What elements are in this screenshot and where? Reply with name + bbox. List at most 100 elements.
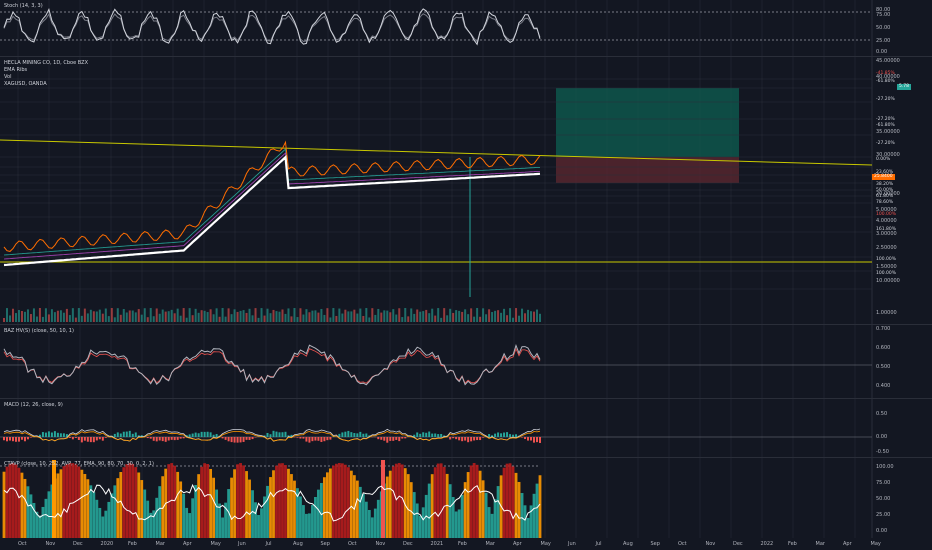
ctavp-bar	[23, 478, 27, 538]
ctavp-axis[interactable]: 100.00 75.00 50.00 25.00 0.00	[872, 458, 932, 538]
macd-histogram-bar	[536, 437, 539, 443]
volume-bar	[521, 308, 524, 322]
macd-histogram-bar	[383, 437, 386, 441]
pane-separator[interactable]	[0, 324, 932, 325]
ctavp-bar	[224, 502, 227, 538]
volume-bar	[497, 310, 500, 322]
macd-histogram-bar	[461, 437, 464, 442]
ctavp-bar	[442, 466, 446, 538]
ctavp-pane[interactable]: CTAVP (close, 10, 252, AVP, 77, EMA, 90,…	[0, 458, 932, 538]
volume-bar	[431, 308, 434, 322]
macd-histogram-bar	[161, 437, 164, 442]
stoch-pane[interactable]: Stoch (14, 3, 3) 80.00 75.00 50.00 25.00…	[0, 0, 932, 56]
time-axis-label: Apr	[183, 541, 192, 547]
volume-bar	[356, 313, 359, 322]
macd-pane[interactable]: MACD (12, 26, close, 9) 0.50 0.00 -0.50	[0, 399, 932, 457]
macd-histogram-bar	[464, 437, 467, 441]
stoch-legend[interactable]: Stoch (14, 3, 3)	[4, 3, 43, 10]
macd-axis-label: -0.50	[876, 449, 889, 455]
price-axis[interactable]: 45.00000 40.00000 35.00000 30.00000 20.0…	[872, 57, 932, 324]
macd-histogram-bar	[50, 432, 53, 437]
macd-histogram-bar	[500, 433, 503, 437]
macd-histogram-bar	[68, 437, 71, 438]
bbw-pane[interactable]: BAZ HV(S) (close, 50, 10, 1) 0.700 0.600…	[0, 325, 932, 398]
ctavp-bar	[77, 466, 81, 538]
macd-histogram-bar	[404, 437, 407, 439]
macd-legend[interactable]: MACD (12, 26, close, 9)	[4, 402, 63, 409]
ctavp-bar	[418, 515, 422, 538]
symbol-title: HECLA MINING CO, 1D, Cboe BZX	[4, 60, 89, 66]
time-axis-label: 2022	[760, 541, 774, 547]
ctavp-bar	[323, 477, 326, 538]
macd-histogram-bar	[416, 432, 419, 437]
macd-histogram-bar	[26, 437, 29, 440]
macd-histogram-bar	[152, 437, 155, 441]
macd-histogram-bar	[191, 433, 194, 437]
main-legend[interactable]: HECLA MINING CO, 1D, Cboe BZX EMA Ribs V…	[4, 60, 88, 88]
macd-histogram-bar	[305, 437, 308, 442]
macd-histogram-bar	[452, 437, 455, 439]
bbw-legend[interactable]: BAZ HV(S) (close, 50, 10, 1)	[4, 328, 74, 335]
ctavp-bar	[173, 465, 177, 538]
volume-bar	[167, 311, 170, 322]
fib-label: -27.20%	[876, 141, 895, 146]
ctavp-legend[interactable]: CTAVP (close, 10, 252, AVP, 77, EMA, 90,…	[4, 461, 154, 468]
macd-histogram-bar	[350, 432, 353, 437]
ctavp-bar	[328, 468, 332, 538]
ctavp-axis-label: 100.00	[876, 464, 894, 470]
ctavp-bar	[14, 464, 18, 538]
fib-label: 38.20%	[876, 182, 894, 187]
ctavp-bar	[230, 477, 233, 538]
pane-separator[interactable]	[0, 56, 932, 57]
stoch-axis[interactable]: 80.00 75.00 50.00 25.00 0.00	[872, 0, 932, 56]
time-axis-label: Oct	[18, 541, 27, 547]
ema-line	[3, 148, 541, 256]
volume-bar	[149, 308, 152, 322]
macd-histogram-bar	[194, 432, 197, 437]
ctavp-bar	[454, 511, 458, 538]
ctavp-bar	[538, 475, 542, 538]
ctavp-bar	[520, 493, 524, 538]
fib-label: -27.20%	[876, 117, 895, 122]
volume-bar	[443, 308, 446, 322]
volume-bar	[380, 312, 383, 322]
ctavp-bar	[62, 466, 66, 538]
volume-bar	[173, 313, 176, 322]
price-axis-label: 20.00000	[876, 191, 900, 197]
pane-separator[interactable]	[0, 457, 932, 458]
ctavp-bar	[523, 505, 527, 538]
volume-bar	[80, 315, 83, 322]
macd-histogram-bar	[455, 437, 458, 440]
volume-bar	[89, 309, 92, 322]
pane-separator[interactable]	[0, 398, 932, 399]
volume-bar	[260, 308, 263, 322]
volume-bar	[446, 315, 449, 322]
ctavp-bar	[41, 506, 45, 538]
volume-bar	[224, 316, 227, 322]
fib-label: -27.20%	[876, 97, 895, 102]
bbw-axis[interactable]: 0.700 0.600 0.500 0.400	[872, 325, 932, 398]
ctavp-bar	[134, 467, 138, 538]
ctavp-bar	[331, 465, 335, 538]
volume-bar	[14, 313, 17, 322]
macd-histogram-bar	[254, 437, 257, 438]
ctavp-bar	[245, 471, 248, 538]
volume-bar	[539, 313, 541, 322]
macd-axis[interactable]: 0.50 0.00 -0.50	[872, 399, 932, 457]
vol-legend: Vol	[4, 74, 12, 80]
macd-histogram-bar	[188, 434, 191, 437]
volume-bar	[242, 310, 245, 322]
volume-bar	[287, 308, 290, 322]
ctavp-bar	[152, 510, 156, 538]
fib-label: 100.00%	[876, 257, 897, 262]
volume-bar	[458, 310, 461, 322]
main-price-pane[interactable]: HECLA MINING CO, 1D, Cboe BZX EMA Ribs V…	[0, 57, 932, 324]
time-axis-label: Dec	[73, 541, 83, 547]
fib-label: 61.80%	[876, 194, 894, 199]
volume-bar	[503, 308, 506, 322]
volume-bar	[518, 315, 521, 322]
time-axis[interactable]: Oct Nov Dec 2020 Feb Mar Apr May Jun Jul Aug Sep Oct…	[0, 538, 932, 550]
volume-bar	[143, 308, 146, 322]
macd-histogram-bar	[311, 437, 314, 442]
volume-bar	[200, 310, 203, 322]
